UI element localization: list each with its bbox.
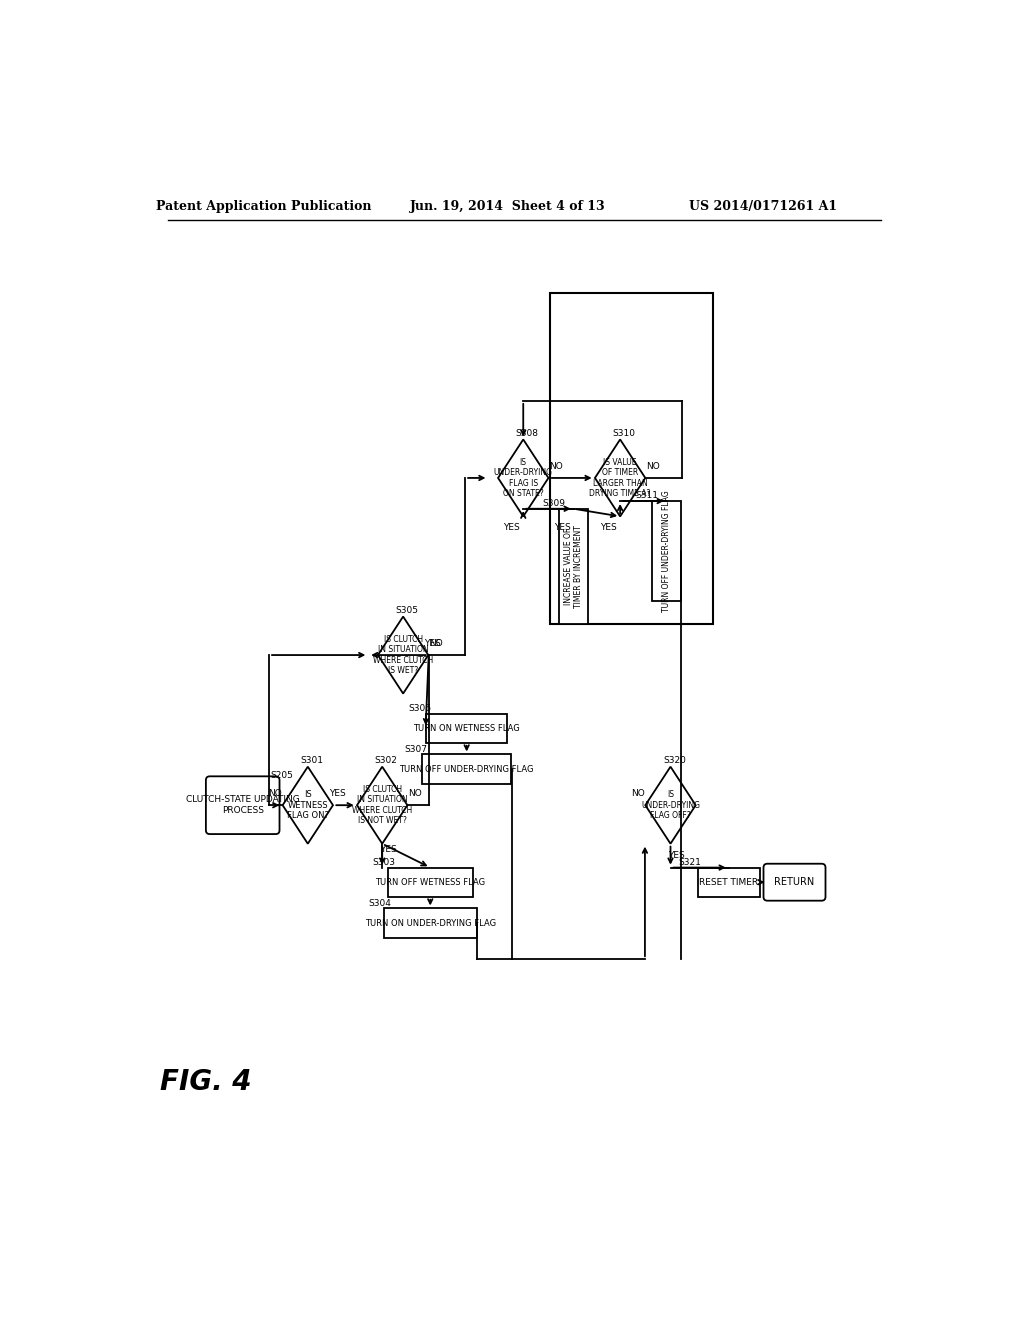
Text: IS
UNDER-DRYING
FLAG IS
ON STATE?: IS UNDER-DRYING FLAG IS ON STATE? bbox=[494, 458, 553, 498]
Text: S311: S311 bbox=[636, 491, 658, 500]
Polygon shape bbox=[595, 440, 645, 516]
FancyBboxPatch shape bbox=[764, 863, 825, 900]
Bar bbox=[388, 867, 473, 896]
Polygon shape bbox=[645, 767, 695, 843]
Text: S306: S306 bbox=[409, 705, 432, 713]
Text: Jun. 19, 2014  Sheet 4 of 13: Jun. 19, 2014 Sheet 4 of 13 bbox=[410, 199, 605, 213]
Text: TURN OFF UNDER-DRYING FLAG: TURN OFF UNDER-DRYING FLAG bbox=[399, 764, 534, 774]
Text: NO: NO bbox=[646, 462, 659, 471]
Text: TURN ON UNDER-DRYING FLAG: TURN ON UNDER-DRYING FLAG bbox=[365, 919, 496, 928]
Polygon shape bbox=[283, 767, 333, 843]
Text: RETURN: RETURN bbox=[774, 878, 815, 887]
Bar bbox=[652, 502, 681, 601]
Text: S307: S307 bbox=[404, 746, 427, 754]
Text: IS CLUTCH
IN SITUATION
WHERE CLUTCH
IS WET?: IS CLUTCH IN SITUATION WHERE CLUTCH IS W… bbox=[373, 635, 433, 675]
Text: S308: S308 bbox=[516, 429, 539, 438]
Text: TURN OFF WETNESS FLAG: TURN OFF WETNESS FLAG bbox=[375, 878, 485, 887]
Text: NO: NO bbox=[549, 462, 562, 471]
Text: S303: S303 bbox=[373, 858, 395, 867]
Text: INCREASE VALUE OF
TIMER BY INCREMENT: INCREASE VALUE OF TIMER BY INCREMENT bbox=[564, 525, 584, 609]
Text: S310: S310 bbox=[612, 429, 636, 438]
Text: YES: YES bbox=[329, 789, 346, 799]
Bar bbox=[422, 755, 511, 784]
Bar bbox=[559, 508, 589, 624]
Text: NO: NO bbox=[408, 789, 422, 799]
Text: YES: YES bbox=[669, 851, 685, 859]
Text: NO: NO bbox=[631, 789, 645, 799]
Text: YES: YES bbox=[503, 524, 520, 532]
Text: YES: YES bbox=[424, 639, 441, 648]
Polygon shape bbox=[378, 616, 428, 693]
Text: YES: YES bbox=[554, 524, 570, 532]
Text: TURN OFF UNDER-DRYING FLAG: TURN OFF UNDER-DRYING FLAG bbox=[663, 490, 671, 612]
Text: S321: S321 bbox=[679, 858, 701, 867]
Text: S304: S304 bbox=[369, 899, 391, 908]
Text: S205: S205 bbox=[270, 771, 293, 780]
Text: IS
WETNESS
FLAG ON?: IS WETNESS FLAG ON? bbox=[287, 791, 329, 820]
Polygon shape bbox=[357, 767, 408, 843]
Text: S302: S302 bbox=[375, 756, 397, 766]
Text: NO: NO bbox=[268, 789, 283, 799]
FancyBboxPatch shape bbox=[206, 776, 280, 834]
Text: IS CLUTCH
IN SITUATION
WHERE CLUTCH
IS NOT WET?: IS CLUTCH IN SITUATION WHERE CLUTCH IS N… bbox=[352, 785, 413, 825]
Text: TURN ON WETNESS FLAG: TURN ON WETNESS FLAG bbox=[414, 723, 520, 733]
Text: S301: S301 bbox=[300, 756, 324, 766]
Bar bbox=[697, 867, 760, 896]
Text: YES: YES bbox=[380, 845, 396, 854]
Bar bbox=[550, 293, 713, 624]
Text: IS
UNDER-DRYING
FLAG OFF?: IS UNDER-DRYING FLAG OFF? bbox=[641, 791, 700, 820]
Text: NO: NO bbox=[429, 639, 442, 648]
Text: FIG. 4: FIG. 4 bbox=[160, 1068, 251, 1097]
Text: Patent Application Publication: Patent Application Publication bbox=[156, 199, 372, 213]
Text: S309: S309 bbox=[543, 499, 565, 508]
Text: RESET TIMER: RESET TIMER bbox=[699, 878, 758, 887]
Text: CLUTCH-STATE UPDATING
PROCESS: CLUTCH-STATE UPDATING PROCESS bbox=[185, 796, 300, 814]
Text: IS VALUE
OF TIMER
LARGER THAN
DRYING TIME A?: IS VALUE OF TIMER LARGER THAN DRYING TIM… bbox=[590, 458, 651, 498]
Text: YES: YES bbox=[600, 524, 616, 532]
Bar bbox=[426, 714, 507, 743]
Bar bbox=[384, 908, 477, 937]
Text: US 2014/0171261 A1: US 2014/0171261 A1 bbox=[689, 199, 838, 213]
Text: S320: S320 bbox=[663, 756, 686, 766]
Text: S305: S305 bbox=[395, 606, 419, 615]
Polygon shape bbox=[498, 440, 549, 516]
